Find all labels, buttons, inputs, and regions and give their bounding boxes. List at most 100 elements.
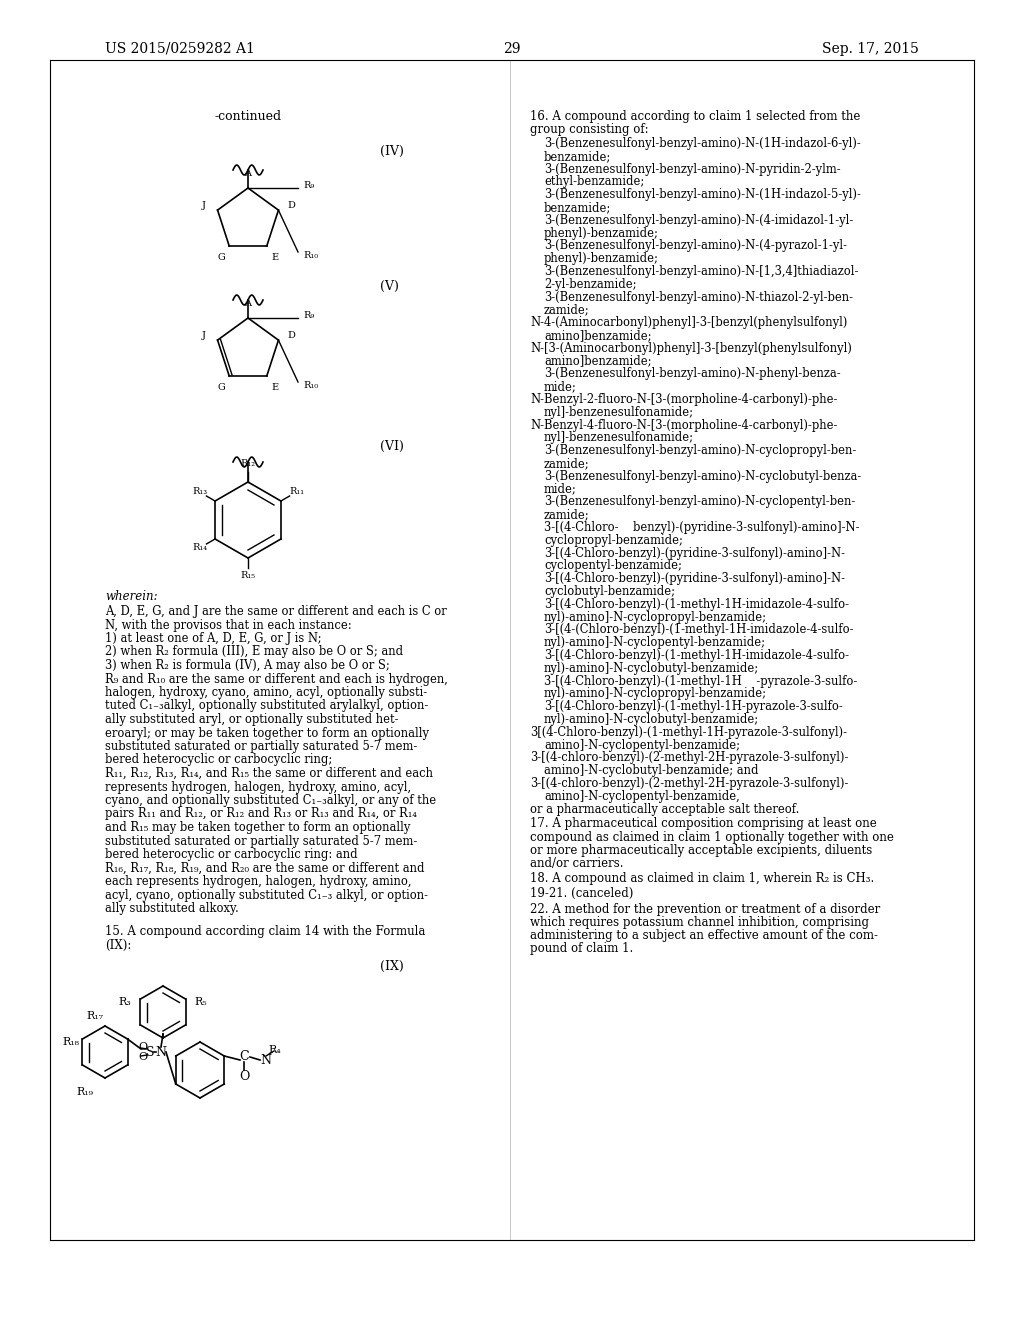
Text: R₁₂: R₁₂ bbox=[241, 459, 256, 469]
Text: 3-[(4-Chloro-benzyl)-(1-methyl-1H-imidazole-4-sulfo-: 3-[(4-Chloro-benzyl)-(1-methyl-1H-imidaz… bbox=[544, 649, 849, 663]
Text: 19-21. (canceled): 19-21. (canceled) bbox=[530, 887, 634, 900]
Text: C: C bbox=[240, 1051, 249, 1064]
Text: amino]-N-cyclobutyl-benzamide; and: amino]-N-cyclobutyl-benzamide; and bbox=[544, 764, 759, 777]
Text: G: G bbox=[217, 383, 225, 392]
Text: zamide;: zamide; bbox=[544, 508, 590, 521]
Text: (IX): (IX) bbox=[380, 960, 403, 973]
Text: cyano, and optionally substituted C₁₋₃alkyl, or any of the: cyano, and optionally substituted C₁₋₃al… bbox=[105, 795, 436, 807]
Text: 2) when R₂ formula (III), E may also be O or S; and: 2) when R₂ formula (III), E may also be … bbox=[105, 645, 403, 659]
Text: zamide;: zamide; bbox=[544, 457, 590, 470]
Text: substituted saturated or partially saturated 5-7 mem-: substituted saturated or partially satur… bbox=[105, 741, 417, 752]
Text: 17. A pharmaceutical composition comprising at least one: 17. A pharmaceutical composition compris… bbox=[530, 817, 877, 830]
Text: A: A bbox=[245, 300, 252, 309]
Text: 3) when R₂ is formula (IV), A may also be O or S;: 3) when R₂ is formula (IV), A may also b… bbox=[105, 659, 390, 672]
Text: 3-(Benzenesulfonyl-benzyl-amino)-N-thiazol-2-yl-ben-: 3-(Benzenesulfonyl-benzyl-amino)-N-thiaz… bbox=[544, 290, 853, 304]
Text: 3-[(4-Chloro-benzyl)-(pyridine-3-sulfonyl)-amino]-N-: 3-[(4-Chloro-benzyl)-(pyridine-3-sulfony… bbox=[544, 572, 845, 585]
Text: nyl]-benzenesulfonamide;: nyl]-benzenesulfonamide; bbox=[544, 405, 694, 418]
Text: N-Benzyl-2-fluoro-N-[3-(morpholine-4-carbonyl)-phe-: N-Benzyl-2-fluoro-N-[3-(morpholine-4-car… bbox=[530, 393, 838, 407]
Text: O: O bbox=[138, 1041, 147, 1052]
Text: which requires potassium channel inhibition, comprising: which requires potassium channel inhibit… bbox=[530, 916, 869, 929]
Text: ally substituted alkoxy.: ally substituted alkoxy. bbox=[105, 902, 239, 915]
Text: nyl]-benzenesulfonamide;: nyl]-benzenesulfonamide; bbox=[544, 432, 694, 445]
Text: S: S bbox=[145, 1045, 155, 1059]
Text: N: N bbox=[260, 1053, 271, 1067]
Text: R₃: R₃ bbox=[119, 997, 131, 1007]
Text: halogen, hydroxy, cyano, amino, acyl, optionally substi-: halogen, hydroxy, cyano, amino, acyl, op… bbox=[105, 686, 427, 700]
Text: J: J bbox=[203, 201, 206, 210]
Text: E: E bbox=[271, 383, 279, 392]
Text: group consisting of:: group consisting of: bbox=[530, 124, 648, 136]
Text: 3-(Benzenesulfonyl-benzyl-amino)-N-pyridin-2-ylm-: 3-(Benzenesulfonyl-benzyl-amino)-N-pyrid… bbox=[544, 162, 841, 176]
Text: R₉: R₉ bbox=[303, 310, 314, 319]
Text: R₁₁: R₁₁ bbox=[289, 487, 304, 496]
Text: represents hydrogen, halogen, hydroxy, amino, acyl,: represents hydrogen, halogen, hydroxy, a… bbox=[105, 780, 411, 793]
Text: G: G bbox=[217, 252, 225, 261]
Text: R₁₉: R₁₉ bbox=[77, 1086, 93, 1097]
Text: 3-(Benzenesulfonyl-benzyl-amino)-N-cyclopentyl-ben-: 3-(Benzenesulfonyl-benzyl-amino)-N-cyclo… bbox=[544, 495, 855, 508]
Text: benzamide;: benzamide; bbox=[544, 201, 611, 214]
Text: 3-[(4-Chloro-benzyl)-(pyridine-3-sulfonyl)-amino]-N-: 3-[(4-Chloro-benzyl)-(pyridine-3-sulfony… bbox=[544, 546, 845, 560]
Text: 3-[(4-Chloro-benzyl)-(1-methyl-1H-pyrazole-3-sulfo-: 3-[(4-Chloro-benzyl)-(1-methyl-1H-pyrazo… bbox=[544, 700, 843, 713]
Text: (IV): (IV) bbox=[380, 145, 403, 158]
Text: nyl)-amino]-N-cyclopropyl-benzamide;: nyl)-amino]-N-cyclopropyl-benzamide; bbox=[544, 611, 767, 623]
Text: nyl)-amino]-N-cyclopentyl-benzamide;: nyl)-amino]-N-cyclopentyl-benzamide; bbox=[544, 636, 766, 649]
Text: 3-[(4-chloro-benzyl)-(2-methyl-2H-pyrazole-3-sulfonyl)-: 3-[(4-chloro-benzyl)-(2-methyl-2H-pyrazo… bbox=[530, 751, 848, 764]
Text: benzamide;: benzamide; bbox=[544, 149, 611, 162]
Text: R₁₆, R₁₇, R₁₈, R₁₉, and R₂₀ are the same or different and: R₁₆, R₁₇, R₁₈, R₁₉, and R₂₀ are the same… bbox=[105, 862, 425, 874]
Text: 18. A compound as claimed in claim 1, wherein R₂ is CH₃.: 18. A compound as claimed in claim 1, wh… bbox=[530, 873, 874, 886]
Text: R₁₈: R₁₈ bbox=[62, 1038, 80, 1047]
Text: bered heterocyclic or carbocyclic ring: and: bered heterocyclic or carbocyclic ring: … bbox=[105, 847, 357, 861]
Text: R₁₅: R₁₅ bbox=[241, 572, 256, 581]
Text: US 2015/0259282 A1: US 2015/0259282 A1 bbox=[105, 42, 255, 55]
Text: 3-(Benzenesulfonyl-benzyl-amino)-N-cyclopropyl-ben-: 3-(Benzenesulfonyl-benzyl-amino)-N-cyclo… bbox=[544, 445, 856, 457]
Text: R₁₀: R₁₀ bbox=[303, 380, 318, 389]
Text: E: E bbox=[271, 252, 279, 261]
Text: R₁₇: R₁₇ bbox=[86, 1011, 103, 1020]
Text: N-Benzyl-4-fluoro-N-[3-(morpholine-4-carbonyl)-phe-: N-Benzyl-4-fluoro-N-[3-(morpholine-4-car… bbox=[530, 418, 838, 432]
Text: 3-(Benzenesulfonyl-benzyl-amino)-N-[1,3,4]thiadiazol-: 3-(Benzenesulfonyl-benzyl-amino)-N-[1,3,… bbox=[544, 265, 858, 279]
Text: amino]benzamide;: amino]benzamide; bbox=[544, 355, 651, 367]
Text: O: O bbox=[239, 1071, 249, 1084]
Text: 3-[(4-chloro-benzyl)-(2-methyl-2H-pyrazole-3-sulfonyl)-: 3-[(4-chloro-benzyl)-(2-methyl-2H-pyrazo… bbox=[530, 777, 848, 789]
Text: compound as claimed in claim 1 optionally together with one: compound as claimed in claim 1 optionall… bbox=[530, 830, 894, 843]
Text: (V): (V) bbox=[380, 280, 399, 293]
Text: 3-[(4-Chloro-    benzyl)-(pyridine-3-sulfonyl)-amino]-N-: 3-[(4-Chloro- benzyl)-(pyridine-3-sulfon… bbox=[544, 521, 859, 535]
Text: amino]benzamide;: amino]benzamide; bbox=[544, 329, 651, 342]
Text: amino]-N-cyclopentyl-benzamide,: amino]-N-cyclopentyl-benzamide, bbox=[544, 789, 739, 803]
Text: cyclobutyl-benzamide;: cyclobutyl-benzamide; bbox=[544, 585, 675, 598]
Text: mide;: mide; bbox=[544, 380, 577, 393]
Text: R₁₁, R₁₂, R₁₃, R₁₄, and R₁₅ the same or different and each: R₁₁, R₁₂, R₁₃, R₁₄, and R₁₅ the same or … bbox=[105, 767, 433, 780]
Text: ally substituted aryl, or optionally substituted het-: ally substituted aryl, or optionally sub… bbox=[105, 713, 398, 726]
Text: 3-(Benzenesulfonyl-benzyl-amino)-N-cyclobutyl-benza-: 3-(Benzenesulfonyl-benzyl-amino)-N-cyclo… bbox=[544, 470, 861, 483]
Text: -continued: -continued bbox=[214, 110, 282, 123]
Text: ethyl-benzamide;: ethyl-benzamide; bbox=[544, 176, 644, 189]
Text: N-4-(Aminocarbonyl)phenyl]-3-[benzyl(phenylsulfonyl): N-4-(Aminocarbonyl)phenyl]-3-[benzyl(phe… bbox=[530, 317, 848, 329]
Text: or a pharmaceutically acceptable salt thereof.: or a pharmaceutically acceptable salt th… bbox=[530, 803, 800, 816]
Text: cyclopropyl-benzamide;: cyclopropyl-benzamide; bbox=[544, 533, 683, 546]
Text: J: J bbox=[203, 331, 206, 341]
Text: D: D bbox=[288, 201, 296, 210]
Text: and/or carriers.: and/or carriers. bbox=[530, 857, 624, 870]
Text: 3-[(4-Chloro-benzyl)-(1-methyl-1H-imidazole-4-sulfo-: 3-[(4-Chloro-benzyl)-(1-methyl-1H-imidaz… bbox=[544, 598, 849, 611]
Text: R₁₃: R₁₃ bbox=[191, 487, 207, 496]
Text: A, D, E, G, and J are the same or different and each is C or: A, D, E, G, and J are the same or differ… bbox=[105, 605, 446, 618]
Text: pairs R₁₁ and R₁₂, or R₁₂ and R₁₃ or R₁₃ and R₁₄, or R₁₄: pairs R₁₁ and R₁₂, or R₁₂ and R₁₃ or R₁₃… bbox=[105, 808, 417, 821]
Text: each represents hydrogen, halogen, hydroxy, amino,: each represents hydrogen, halogen, hydro… bbox=[105, 875, 412, 888]
Text: mide;: mide; bbox=[544, 483, 577, 495]
Text: R₄: R₄ bbox=[268, 1045, 282, 1055]
Text: O: O bbox=[138, 1052, 147, 1063]
Text: pound of claim 1.: pound of claim 1. bbox=[530, 942, 633, 956]
Text: acyl, cyano, optionally substituted C₁₋₃ alkyl, or option-: acyl, cyano, optionally substituted C₁₋₃… bbox=[105, 888, 428, 902]
Text: wherein:: wherein: bbox=[105, 590, 158, 603]
Text: R₉ and R₁₀ are the same or different and each is hydrogen,: R₉ and R₁₀ are the same or different and… bbox=[105, 672, 447, 685]
Text: eroaryl; or may be taken together to form an optionally: eroaryl; or may be taken together to for… bbox=[105, 726, 429, 739]
Text: R₁₄: R₁₄ bbox=[191, 544, 207, 553]
Text: cyclopentyl-benzamide;: cyclopentyl-benzamide; bbox=[544, 560, 682, 573]
Text: phenyl)-benzamide;: phenyl)-benzamide; bbox=[544, 252, 658, 265]
Text: R₅: R₅ bbox=[195, 997, 207, 1007]
Text: or more pharmaceutically acceptable excipients, diluents: or more pharmaceutically acceptable exci… bbox=[530, 843, 872, 857]
Text: nyl)-amino]-N-cyclobutyl-benzamide;: nyl)-amino]-N-cyclobutyl-benzamide; bbox=[544, 713, 759, 726]
Text: 1) at least one of A, D, E, G, or J is N;: 1) at least one of A, D, E, G, or J is N… bbox=[105, 632, 322, 645]
Text: 3[(4-Chloro-benzyl)-(1-methyl-1H-pyrazole-3-sulfonyl)-: 3[(4-Chloro-benzyl)-(1-methyl-1H-pyrazol… bbox=[530, 726, 847, 739]
Text: 16. A compound according to claim 1 selected from the: 16. A compound according to claim 1 sele… bbox=[530, 110, 860, 123]
